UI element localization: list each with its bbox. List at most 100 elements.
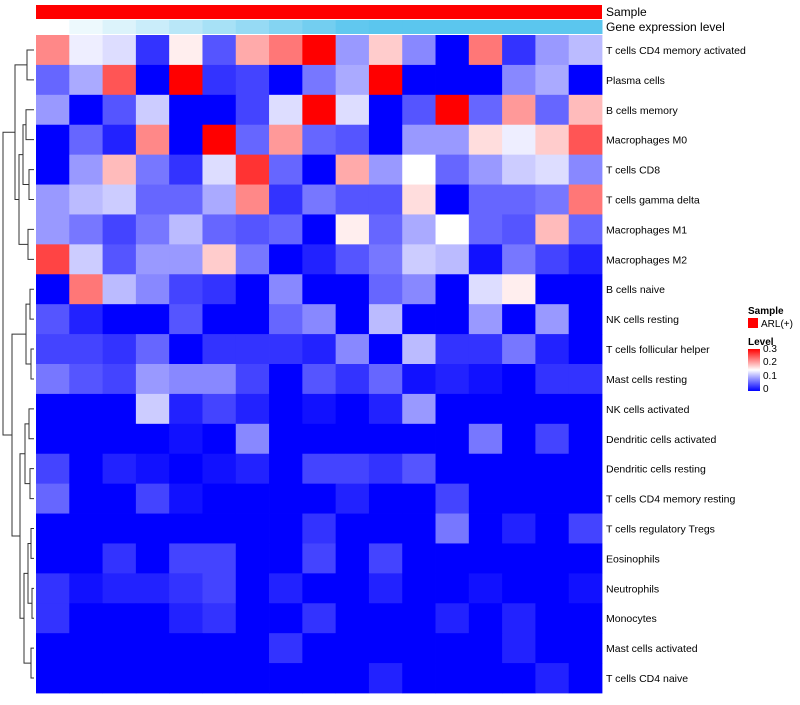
heatmap-cell	[335, 364, 370, 395]
heatmap-cell	[202, 573, 237, 604]
heatmap-cell	[502, 364, 536, 395]
heatmap-cell	[335, 513, 370, 544]
heatmap-cell	[269, 603, 303, 634]
heatmap-cell	[368, 334, 403, 365]
heatmap-cell	[235, 244, 270, 275]
heatmap-cell	[269, 453, 303, 485]
expression-track-cell	[102, 20, 137, 34]
heatmap-cell	[302, 154, 337, 185]
heatmap-cell	[36, 304, 70, 335]
heatmap-cell	[69, 393, 103, 425]
heatmap-cell	[269, 393, 303, 425]
heatmap-cell	[368, 364, 403, 395]
heatmap-cell	[435, 154, 470, 185]
heatmap-cell	[368, 124, 403, 156]
heatmap-cell	[269, 633, 303, 664]
heatmap-cell	[335, 64, 370, 96]
row-label: Eosinophils	[606, 553, 660, 565]
heatmap-cell	[402, 334, 436, 365]
heatmap-cell	[402, 633, 436, 664]
heatmap-cell	[502, 35, 536, 66]
heatmap-cell	[435, 334, 470, 365]
heatmap-cell	[368, 304, 403, 335]
heatmap-cell	[102, 64, 137, 96]
heatmap-cell	[269, 94, 303, 126]
heatmap-cell	[568, 603, 603, 634]
heatmap-cell	[102, 94, 137, 126]
row-label: T cells CD4 memory activated	[606, 45, 746, 57]
heatmap-cell	[435, 393, 470, 425]
heatmap-cell	[402, 35, 436, 66]
heatmap-cell	[102, 603, 137, 634]
heatmap-cell	[269, 423, 303, 455]
heatmap-cell	[568, 124, 603, 156]
heatmap-cell	[368, 573, 403, 604]
heatmap-cell	[502, 573, 536, 604]
row-label: B cells memory	[606, 105, 679, 117]
heatmap-cell	[69, 274, 103, 305]
heatmap-cell	[202, 364, 237, 395]
heatmap-cell	[402, 304, 436, 335]
heatmap-cell	[135, 453, 170, 485]
expression-track-cell	[169, 20, 203, 34]
heatmap-cell	[502, 214, 536, 245]
heatmap-cell	[535, 274, 570, 305]
heatmap-cell	[169, 573, 203, 604]
heatmap-cell	[368, 483, 403, 514]
heatmap-cell	[535, 154, 570, 185]
heatmap-cell	[302, 483, 337, 514]
heatmap-cell	[335, 304, 370, 335]
heatmap-cell	[402, 274, 436, 305]
heatmap-cell	[368, 453, 403, 485]
heatmap-cell	[102, 214, 137, 245]
heatmap-cell	[468, 423, 503, 455]
heatmap-cell	[468, 334, 503, 365]
heatmap-cell	[568, 334, 603, 365]
heatmap-cell	[135, 124, 170, 156]
heatmap-cell	[402, 423, 436, 455]
heatmap-cell	[402, 124, 436, 156]
heatmap-cell	[135, 483, 170, 514]
expression-track-cell	[502, 20, 536, 34]
row-label: T cells CD4 naive	[606, 673, 688, 685]
heatmap-cell	[468, 513, 503, 544]
heatmap-cell	[435, 244, 470, 275]
heatmap-cell	[36, 154, 70, 185]
heatmap-cell	[102, 364, 137, 395]
heatmap-cell	[402, 513, 436, 544]
heatmap-cell	[302, 214, 337, 245]
heatmap-cell	[368, 393, 403, 425]
heatmap-cell	[202, 453, 237, 485]
legend-level-gradient	[748, 349, 760, 391]
heatmap-cell	[169, 184, 203, 215]
heatmap-cell	[169, 94, 203, 126]
row-labels: T cells CD4 memory activated Plasma cells…	[606, 45, 746, 685]
heatmap-cell	[535, 513, 570, 544]
heatmap-cell	[502, 94, 536, 126]
heatmap-cell	[568, 244, 603, 275]
heatmap-cell	[468, 364, 503, 395]
heatmap-cell	[402, 214, 436, 245]
heatmap-cell	[368, 513, 403, 544]
heatmap-cell	[135, 64, 170, 96]
heatmap-cell	[69, 364, 103, 395]
heatmap-cell	[235, 154, 270, 185]
heatmap-cell	[169, 35, 203, 66]
heatmap-cell	[202, 124, 237, 156]
heatmap-cell	[69, 573, 103, 604]
heatmap-cell	[36, 543, 70, 574]
heatmap-cell	[335, 214, 370, 245]
heatmap-cell	[435, 453, 470, 485]
heatmap-cell	[202, 154, 237, 185]
heatmap-cell	[269, 334, 303, 365]
heatmap-cell	[468, 393, 503, 425]
heatmap-cell	[102, 154, 137, 185]
heatmap-cell	[169, 64, 203, 96]
heatmap-cell	[502, 244, 536, 275]
heatmap-cell	[568, 274, 603, 305]
heatmap-cell	[202, 184, 237, 215]
heatmap-cell	[368, 543, 403, 574]
heatmap-cell	[135, 154, 170, 185]
